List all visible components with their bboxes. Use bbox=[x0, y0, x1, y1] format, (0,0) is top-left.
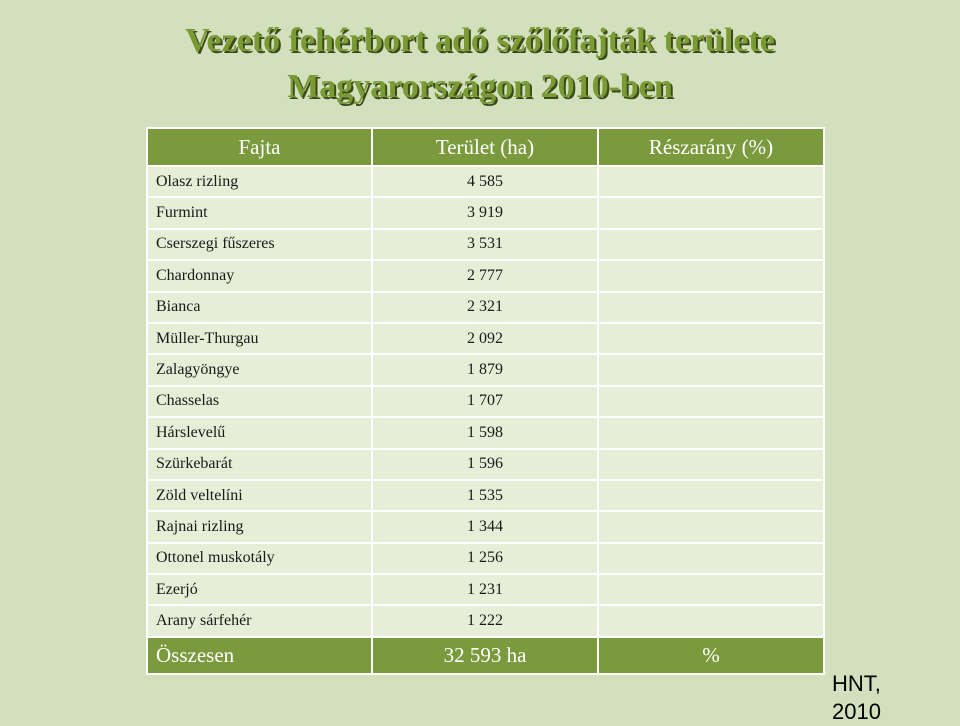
share-cell bbox=[597, 510, 825, 544]
total-row: Összesen 32 593 ha % bbox=[146, 635, 825, 675]
area-cell: 1 596 bbox=[371, 447, 599, 481]
table-row: Zalagyöngye 1 879 bbox=[146, 353, 825, 387]
table-row: Cserszegi fűszeres 3 531 bbox=[146, 227, 825, 262]
area-cell: 1 256 bbox=[371, 541, 599, 576]
table-row: Müller-Thurgau 2 092 bbox=[146, 321, 825, 356]
area-cell: 1 879 bbox=[371, 353, 599, 387]
area-cell: 1 231 bbox=[371, 573, 599, 607]
variety-cell: Chasselas bbox=[146, 384, 373, 419]
title-line-2: Magyarországon 2010-ben bbox=[287, 68, 673, 105]
area-cell: 1 344 bbox=[371, 510, 599, 544]
variety-cell: Cserszegi fűszeres bbox=[146, 227, 373, 262]
total-share: % bbox=[597, 635, 825, 675]
variety-cell: Zalagyöngye bbox=[146, 353, 373, 387]
area-cell: 4 585 bbox=[371, 164, 599, 199]
header-variety: Fajta bbox=[146, 127, 373, 167]
share-cell bbox=[597, 164, 825, 199]
area-cell: 3 531 bbox=[371, 227, 599, 262]
variety-cell: Szürkebarát bbox=[146, 447, 373, 481]
area-cell: 1 222 bbox=[371, 604, 599, 638]
table-row: Ezerjó 1 231 bbox=[146, 573, 825, 607]
area-cell: 2 321 bbox=[371, 290, 599, 324]
table-row: Szürkebarát 1 596 bbox=[146, 447, 825, 481]
header-share: Részarány (%) bbox=[597, 127, 825, 167]
variety-cell: Ottonel muskotály bbox=[146, 541, 373, 576]
title-line-1: Vezető fehérbort adó szőlőfajták terület… bbox=[185, 22, 775, 59]
area-cell: 3 919 bbox=[371, 196, 599, 230]
area-cell: 2 777 bbox=[371, 259, 599, 293]
share-cell bbox=[597, 447, 825, 481]
table-row: Ottonel muskotály 1 256 bbox=[146, 541, 825, 576]
area-cell: 1 707 bbox=[371, 384, 599, 419]
table-row: Bianca 2 321 bbox=[146, 290, 825, 324]
variety-cell: Arany sárfehér bbox=[146, 604, 373, 638]
share-cell bbox=[597, 541, 825, 576]
share-cell bbox=[597, 353, 825, 387]
variety-cell: Bianca bbox=[146, 290, 373, 324]
share-cell bbox=[597, 227, 825, 262]
variety-cell: Zöld veltelíni bbox=[146, 478, 373, 513]
table-header-row: Fajta Terület (ha) Részarány (%) bbox=[146, 127, 825, 167]
share-cell bbox=[597, 416, 825, 450]
table-row: Zöld veltelíni 1 535 bbox=[146, 478, 825, 513]
share-cell bbox=[597, 259, 825, 293]
header-area: Terület (ha) bbox=[371, 127, 599, 167]
area-cell: 1 535 bbox=[371, 478, 599, 513]
grape-variety-table: Fajta Terület (ha) Részarány (%) Olasz r… bbox=[146, 127, 825, 675]
share-cell bbox=[597, 478, 825, 513]
share-cell bbox=[597, 196, 825, 230]
share-cell bbox=[597, 321, 825, 356]
variety-cell: Chardonnay bbox=[146, 259, 373, 293]
share-cell bbox=[597, 384, 825, 419]
slide-title: Vezető fehérbort adó szőlőfajták terület… bbox=[0, 18, 960, 110]
share-cell bbox=[597, 290, 825, 324]
share-cell bbox=[597, 573, 825, 607]
area-cell: 2 092 bbox=[371, 321, 599, 356]
area-cell: 1 598 bbox=[371, 416, 599, 450]
variety-cell: Olasz rizling bbox=[146, 164, 373, 199]
share-cell bbox=[597, 604, 825, 638]
table-row: Arany sárfehér 1 222 bbox=[146, 604, 825, 638]
table-row: Hárslevelű 1 598 bbox=[146, 416, 825, 450]
table-row: Chasselas 1 707 bbox=[146, 384, 825, 419]
total-area: 32 593 ha bbox=[371, 635, 599, 675]
variety-cell: Müller-Thurgau bbox=[146, 321, 373, 356]
table-row: Rajnai rizling 1 344 bbox=[146, 510, 825, 544]
variety-cell: Ezerjó bbox=[146, 573, 373, 607]
table-row: Furmint 3 919 bbox=[146, 196, 825, 230]
source-note: HNT, 2010 bbox=[832, 671, 881, 724]
table-row: Olasz rizling 4 585 bbox=[146, 164, 825, 199]
variety-cell: Hárslevelű bbox=[146, 416, 373, 450]
variety-cell: Furmint bbox=[146, 196, 373, 230]
total-label: Összesen bbox=[146, 635, 373, 675]
table-row: Chardonnay 2 777 bbox=[146, 259, 825, 293]
variety-cell: Rajnai rizling bbox=[146, 510, 373, 544]
